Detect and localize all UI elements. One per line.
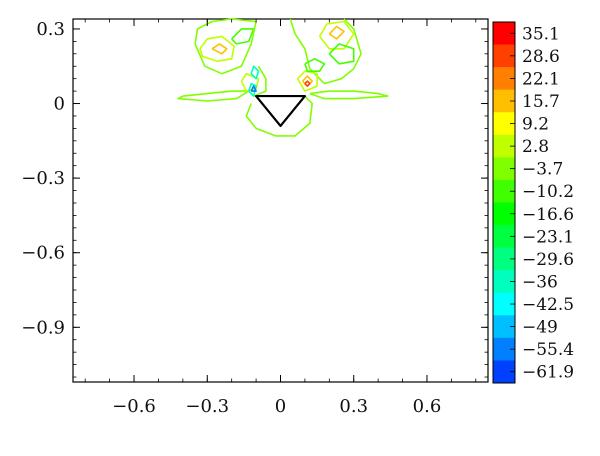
colorbar-swatch bbox=[493, 247, 515, 271]
colorbar-label: −42.5 bbox=[522, 295, 574, 315]
contour-line bbox=[304, 80, 311, 87]
contour-line bbox=[250, 85, 257, 92]
colorbar-label: −29.6 bbox=[522, 250, 574, 270]
colorbar-label: −3.7 bbox=[522, 160, 563, 180]
contour-line bbox=[304, 57, 326, 72]
colorbar-swatch bbox=[493, 89, 515, 113]
colorbar-swatch bbox=[493, 179, 515, 203]
contour-line bbox=[211, 43, 228, 55]
colorbar-frame bbox=[492, 21, 516, 384]
colorbar-swatch bbox=[493, 270, 515, 294]
contour-line bbox=[231, 28, 255, 45]
colorbar-label: 35.1 bbox=[522, 24, 560, 44]
contour-line bbox=[250, 65, 260, 80]
colorbar: 35.1 28.622.1 15.7 9.22.8 −3.7−10.2 −16.6−23.… bbox=[492, 21, 574, 384]
colorbar-label: 9.2 bbox=[522, 115, 549, 135]
x-tick-label: 0 bbox=[275, 396, 286, 417]
plot-area: −0.6 −0.3 0 0.3 0.6 0.3 0 −0.3 −0.6 −0.9 bbox=[21, 18, 489, 417]
x-tick-label: 0.6 bbox=[413, 396, 442, 417]
triangle-obstacle bbox=[254, 94, 307, 128]
colorbar-label: −61.9 bbox=[522, 363, 574, 383]
contour-line bbox=[245, 95, 314, 137]
colorbar-swatch bbox=[493, 22, 515, 46]
contour-line bbox=[289, 18, 362, 85]
colorbar-label: −55.4 bbox=[522, 340, 574, 360]
colorbar-swatch bbox=[493, 337, 515, 361]
x-axis-ticks: −0.6 −0.3 0 0.3 0.6 bbox=[84, 19, 477, 417]
plot-frame bbox=[72, 18, 489, 383]
colorbar-swatch bbox=[493, 134, 515, 158]
x-tick-label: 0.3 bbox=[339, 396, 368, 417]
contour-lines bbox=[177, 18, 389, 137]
y-tick-label: −0.6 bbox=[21, 243, 65, 264]
y-tick-label: 0 bbox=[54, 94, 65, 115]
colorbar-label: 28.6 bbox=[522, 47, 560, 67]
colorbar-label: −10.2 bbox=[522, 182, 574, 202]
y-tick-label: −0.3 bbox=[21, 168, 65, 189]
colorbar-swatch bbox=[493, 202, 515, 226]
colorbar-swatch bbox=[493, 67, 515, 91]
colorbar-label: −36 bbox=[522, 272, 558, 292]
contour-line bbox=[328, 43, 355, 65]
x-tick-label: −0.6 bbox=[112, 396, 156, 417]
colorbar-swatch bbox=[493, 315, 515, 339]
contour-line bbox=[194, 18, 257, 75]
y-tick-label: −0.9 bbox=[21, 317, 65, 338]
colorbar-label: 15.7 bbox=[522, 92, 560, 112]
colorbar-swatch bbox=[493, 360, 515, 384]
colorbar-label: 22.1 bbox=[522, 69, 560, 89]
contour-line bbox=[309, 90, 389, 100]
colorbar-swatch bbox=[493, 157, 515, 181]
colorbar-label: −16.6 bbox=[522, 205, 574, 225]
contour-line bbox=[177, 90, 250, 102]
colorbar-label: 2.8 bbox=[522, 137, 549, 157]
colorbar-label: −49 bbox=[522, 318, 558, 338]
colorbar-swatch bbox=[493, 112, 515, 136]
colorbar-swatch bbox=[493, 225, 515, 249]
colorbar-label: −23.1 bbox=[522, 227, 574, 247]
contour-line bbox=[296, 70, 318, 92]
contour-line bbox=[253, 65, 267, 97]
y-tick-label: 0.3 bbox=[36, 19, 65, 40]
contour-line bbox=[248, 82, 257, 97]
contour-line bbox=[240, 72, 260, 92]
contour-line bbox=[318, 20, 355, 50]
contour-line bbox=[199, 35, 235, 63]
colorbar-swatch bbox=[493, 292, 515, 316]
colorbar-swatch bbox=[493, 44, 515, 68]
contour-line bbox=[328, 25, 345, 40]
x-tick-label: −0.3 bbox=[185, 396, 229, 417]
y-axis-ticks: 0.3 0 −0.3 −0.6 −0.9 bbox=[21, 19, 488, 378]
